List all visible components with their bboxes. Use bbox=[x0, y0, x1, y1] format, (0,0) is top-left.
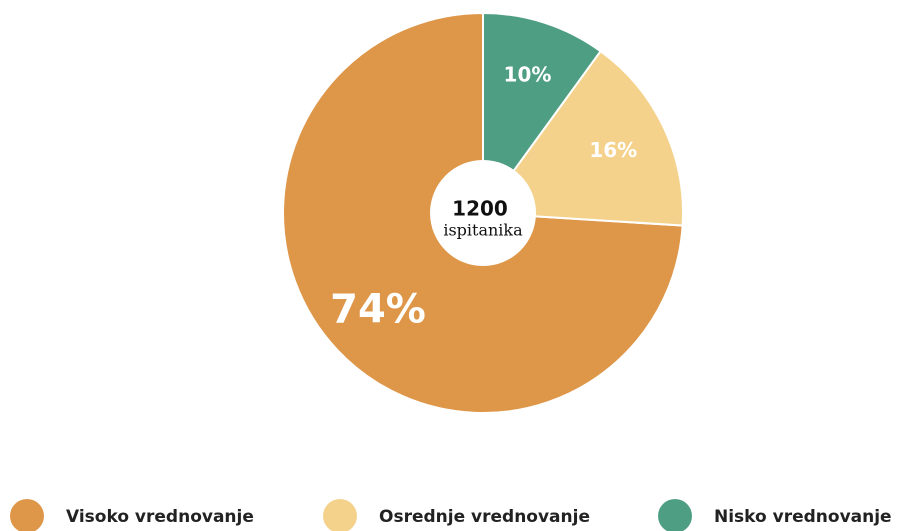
center-label: ispitanika bbox=[443, 221, 523, 240]
legend-swatch bbox=[10, 499, 44, 531]
legend-label: Nisko vrednovanje bbox=[714, 507, 892, 527]
slice-label: 16% bbox=[589, 138, 637, 162]
center-hole bbox=[430, 160, 536, 266]
legend-swatch bbox=[658, 499, 692, 531]
pie-slice bbox=[481, 49, 684, 227]
slice-label: 74% bbox=[330, 287, 426, 333]
pie-slice bbox=[482, 11, 602, 217]
legend-label: Osrednje vrednovanje bbox=[379, 507, 590, 527]
legend-label: Visoko vrednovanje bbox=[66, 507, 254, 527]
legend-swatch bbox=[323, 499, 357, 531]
slice-label: 10% bbox=[504, 63, 552, 87]
center-value: 1200 bbox=[452, 197, 508, 221]
